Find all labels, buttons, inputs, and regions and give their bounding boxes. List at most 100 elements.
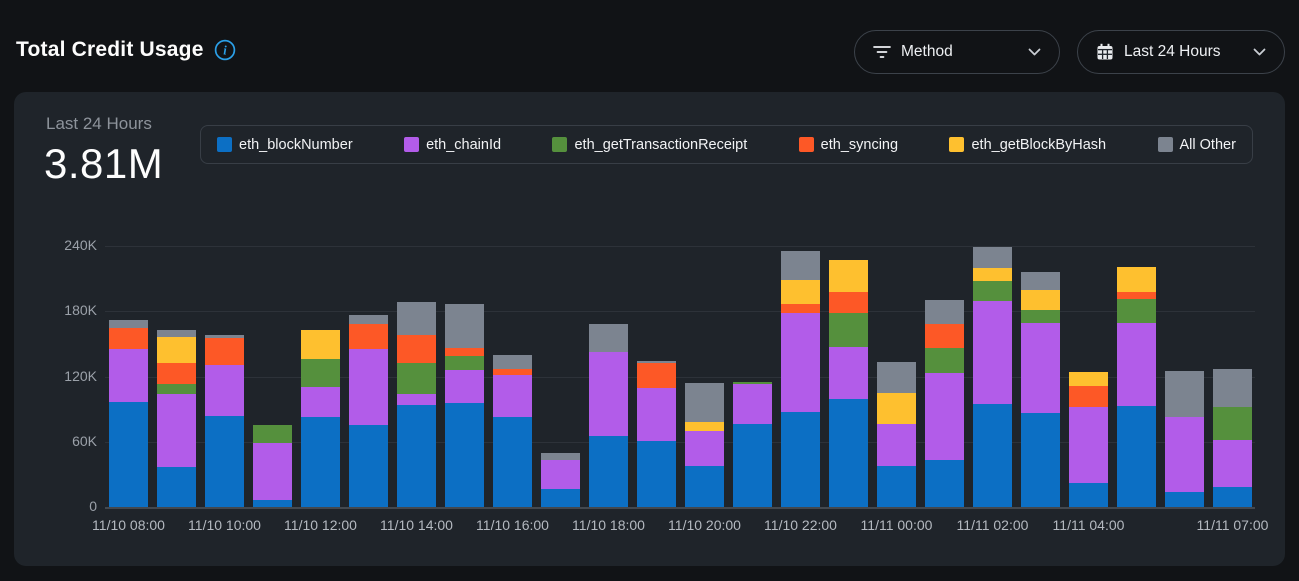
bar-segment-eth_chainId[interactable]: [1069, 406, 1108, 484]
bar-segment-eth_getTransactionReceipt[interactable]: [445, 355, 484, 370]
bar-segment-All Other[interactable]: [205, 335, 244, 339]
bar-segment-eth_getBlockByHash[interactable]: [1117, 266, 1156, 292]
bar-11/11 07:00[interactable]: [1213, 368, 1252, 507]
bar-11/10 23:00[interactable]: [829, 260, 868, 507]
bar-segment-eth_chainId[interactable]: [253, 442, 292, 501]
bar-segment-eth_chainId[interactable]: [541, 460, 580, 489]
bar-segment-eth_getTransactionReceipt[interactable]: [733, 381, 772, 385]
bar-segment-eth_getTransactionReceipt[interactable]: [157, 384, 196, 394]
bar-segment-eth_blockNumber[interactable]: [925, 460, 964, 507]
bar-segment-eth_getBlockByHash[interactable]: [157, 337, 196, 364]
bar-segment-All Other[interactable]: [1021, 272, 1060, 290]
bar-segment-All Other[interactable]: [397, 301, 436, 336]
bar-segment-eth_chainId[interactable]: [205, 364, 244, 416]
bar-segment-eth_syncing[interactable]: [397, 335, 436, 364]
bar-segment-eth_getTransactionReceipt[interactable]: [301, 359, 340, 388]
bar-segment-eth_getBlockByHash[interactable]: [1021, 289, 1060, 311]
bar-11/10 12:00[interactable]: [301, 329, 340, 507]
bar-11/10 08:00[interactable]: [109, 319, 148, 507]
bar-segment-All Other[interactable]: [109, 319, 148, 328]
bar-segment-All Other[interactable]: [781, 251, 820, 280]
bar-segment-eth_getBlockByHash[interactable]: [829, 260, 868, 292]
legend-item-eth_getBlockByHash[interactable]: eth_getBlockByHash: [949, 137, 1106, 153]
bar-segment-eth_blockNumber[interactable]: [109, 401, 148, 507]
bar-segment-All Other[interactable]: [925, 300, 964, 325]
bar-segment-eth_chainId[interactable]: [877, 424, 916, 466]
bar-segment-eth_getTransactionReceipt[interactable]: [397, 363, 436, 394]
info-icon[interactable]: i: [214, 39, 236, 61]
legend-item-All Other[interactable]: All Other: [1157, 137, 1236, 153]
bar-segment-eth_blockNumber[interactable]: [733, 424, 772, 507]
bar-segment-eth_blockNumber[interactable]: [541, 488, 580, 507]
bar-segment-eth_chainId[interactable]: [301, 387, 340, 417]
bar-segment-eth_blockNumber[interactable]: [157, 466, 196, 507]
bar-segment-eth_getBlockByHash[interactable]: [1069, 372, 1108, 387]
bar-segment-eth_blockNumber[interactable]: [781, 412, 820, 507]
bar-segment-All Other[interactable]: [349, 314, 388, 325]
bar-segment-All Other[interactable]: [541, 452, 580, 461]
bar-segment-eth_syncing[interactable]: [445, 348, 484, 356]
bar-segment-eth_chainId[interactable]: [829, 347, 868, 400]
bar-segment-eth_chainId[interactable]: [397, 393, 436, 405]
legend-item-eth_blockNumber[interactable]: eth_blockNumber: [217, 137, 353, 153]
bar-segment-eth_syncing[interactable]: [925, 324, 964, 349]
bar-11/11 00:00[interactable]: [877, 362, 916, 507]
bar-segment-eth_getTransactionReceipt[interactable]: [925, 348, 964, 374]
bar-11/10 16:00[interactable]: [493, 354, 532, 507]
bar-11/10 17:00[interactable]: [541, 452, 580, 507]
bar-segment-eth_chainId[interactable]: [493, 375, 532, 417]
bar-segment-eth_blockNumber[interactable]: [397, 404, 436, 507]
bar-segment-All Other[interactable]: [445, 303, 484, 349]
time-range-dropdown[interactable]: Last 24 Hours: [1077, 30, 1285, 74]
bar-segment-eth_getTransactionReceipt[interactable]: [973, 280, 1012, 302]
bar-11/10 11:00[interactable]: [253, 425, 292, 507]
bar-segment-eth_blockNumber[interactable]: [637, 440, 676, 507]
bar-segment-eth_chainId[interactable]: [349, 349, 388, 426]
bar-segment-eth_blockNumber[interactable]: [1165, 491, 1204, 507]
bar-segment-eth_chainId[interactable]: [781, 313, 820, 413]
bar-segment-eth_getTransactionReceipt[interactable]: [253, 425, 292, 443]
bar-11/11 04:00[interactable]: [1069, 372, 1108, 507]
bar-segment-eth_blockNumber[interactable]: [877, 465, 916, 507]
bar-segment-eth_chainId[interactable]: [445, 369, 484, 403]
bar-11/10 21:00[interactable]: [733, 381, 772, 507]
bar-segment-All Other[interactable]: [685, 383, 724, 423]
bar-segment-eth_getTransactionReceipt[interactable]: [1021, 310, 1060, 324]
bar-11/10 19:00[interactable]: [637, 361, 676, 507]
bar-segment-All Other[interactable]: [1165, 371, 1204, 417]
bar-segment-eth_chainId[interactable]: [637, 388, 676, 441]
bar-segment-All Other[interactable]: [637, 361, 676, 364]
bar-segment-eth_getBlockByHash[interactable]: [973, 267, 1012, 281]
bar-11/10 22:00[interactable]: [781, 251, 820, 507]
bar-11/10 09:00[interactable]: [157, 329, 196, 507]
bar-segment-eth_syncing[interactable]: [493, 368, 532, 376]
bar-segment-All Other[interactable]: [493, 354, 532, 369]
bar-segment-eth_chainId[interactable]: [685, 430, 724, 466]
bar-segment-eth_chainId[interactable]: [157, 393, 196, 467]
bar-segment-eth_chainId[interactable]: [973, 301, 1012, 404]
bar-11/10 18:00[interactable]: [589, 324, 628, 507]
bar-segment-eth_blockNumber[interactable]: [349, 425, 388, 507]
bar-11/10 14:00[interactable]: [397, 301, 436, 507]
bar-11/10 10:00[interactable]: [205, 335, 244, 507]
bar-11/11 02:00[interactable]: [973, 247, 1012, 507]
bar-segment-eth_chainId[interactable]: [589, 351, 628, 437]
bar-segment-eth_getTransactionReceipt[interactable]: [1213, 406, 1252, 440]
bar-segment-eth_blockNumber[interactable]: [1213, 487, 1252, 507]
bar-segment-eth_blockNumber[interactable]: [829, 399, 868, 507]
bar-11/10 15:00[interactable]: [445, 303, 484, 507]
bar-segment-eth_syncing[interactable]: [157, 363, 196, 385]
bar-segment-eth_syncing[interactable]: [205, 338, 244, 365]
legend-item-eth_chainId[interactable]: eth_chainId: [404, 137, 501, 153]
bar-segment-All Other[interactable]: [973, 247, 1012, 268]
bar-segment-eth_chainId[interactable]: [1021, 323, 1060, 414]
bar-segment-eth_getBlockByHash[interactable]: [685, 422, 724, 431]
bar-segment-All Other[interactable]: [589, 324, 628, 352]
legend-item-eth_syncing[interactable]: eth_syncing: [798, 137, 898, 153]
bar-11/11 01:00[interactable]: [925, 300, 964, 507]
bar-segment-eth_getTransactionReceipt[interactable]: [1117, 299, 1156, 324]
bar-segment-eth_blockNumber[interactable]: [493, 416, 532, 507]
bar-segment-eth_getBlockByHash[interactable]: [877, 392, 916, 425]
bar-segment-All Other[interactable]: [1213, 368, 1252, 407]
bar-11/11 03:00[interactable]: [1021, 272, 1060, 507]
